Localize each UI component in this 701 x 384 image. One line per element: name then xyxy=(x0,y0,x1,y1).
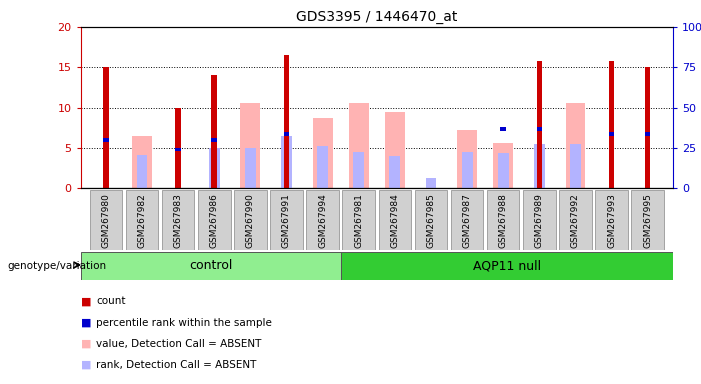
Bar xyxy=(451,190,483,250)
Bar xyxy=(103,67,109,188)
Text: ■: ■ xyxy=(81,339,91,349)
Bar xyxy=(415,190,447,250)
Bar xyxy=(103,138,109,142)
Bar xyxy=(245,148,256,188)
Text: rank, Detection Call = ABSENT: rank, Detection Call = ABSENT xyxy=(96,360,257,370)
Text: GSM267990: GSM267990 xyxy=(246,193,255,248)
Bar xyxy=(566,104,585,188)
Bar xyxy=(132,136,152,188)
Bar xyxy=(343,190,375,250)
Bar xyxy=(536,61,542,188)
Text: value, Detection Call = ABSENT: value, Detection Call = ABSENT xyxy=(96,339,261,349)
Bar xyxy=(353,152,365,188)
Bar xyxy=(341,252,673,280)
Bar xyxy=(536,127,542,131)
Text: ■: ■ xyxy=(81,318,91,328)
Bar xyxy=(595,190,628,250)
Text: ■: ■ xyxy=(81,296,91,306)
Bar xyxy=(570,144,581,188)
Bar xyxy=(240,104,260,188)
Text: percentile rank within the sample: percentile rank within the sample xyxy=(96,318,272,328)
Bar xyxy=(385,112,404,188)
Bar xyxy=(523,190,556,250)
Text: GSM267988: GSM267988 xyxy=(498,193,508,248)
Bar xyxy=(125,190,158,250)
Bar xyxy=(271,190,303,250)
Bar xyxy=(212,138,217,142)
Text: GSM267991: GSM267991 xyxy=(282,193,291,248)
Bar xyxy=(349,104,369,188)
Bar xyxy=(487,190,519,250)
Bar xyxy=(379,190,411,250)
Bar xyxy=(281,136,292,188)
Text: GSM267992: GSM267992 xyxy=(571,193,580,248)
Bar xyxy=(389,156,400,188)
Text: GSM267985: GSM267985 xyxy=(426,193,435,248)
Bar xyxy=(209,148,219,188)
Bar xyxy=(534,144,545,188)
Bar xyxy=(306,190,339,250)
Bar xyxy=(90,190,122,250)
Text: GSM267993: GSM267993 xyxy=(607,193,616,248)
Text: GSM267983: GSM267983 xyxy=(174,193,183,248)
Title: GDS3395 / 1446470_at: GDS3395 / 1446470_at xyxy=(296,10,458,25)
Bar xyxy=(498,153,509,188)
Bar xyxy=(284,132,290,136)
Bar xyxy=(234,190,266,250)
Bar xyxy=(313,118,332,188)
Bar xyxy=(462,152,472,188)
Text: GSM267987: GSM267987 xyxy=(463,193,472,248)
Text: GSM267994: GSM267994 xyxy=(318,193,327,248)
Text: GSM267995: GSM267995 xyxy=(644,193,652,248)
Bar xyxy=(162,190,194,250)
Text: genotype/variation: genotype/variation xyxy=(7,261,106,271)
Bar xyxy=(608,61,614,188)
Bar xyxy=(317,146,328,188)
Bar xyxy=(632,190,664,250)
Text: count: count xyxy=(96,296,125,306)
Bar xyxy=(645,67,651,188)
Text: GSM267982: GSM267982 xyxy=(137,193,147,248)
Text: GSM267984: GSM267984 xyxy=(390,193,400,248)
Text: control: control xyxy=(189,260,232,272)
Bar xyxy=(81,252,341,280)
Bar xyxy=(198,190,231,250)
Bar xyxy=(494,143,513,188)
Bar xyxy=(608,132,614,136)
Bar xyxy=(559,190,592,250)
Bar xyxy=(426,179,437,188)
Text: GSM267989: GSM267989 xyxy=(535,193,544,248)
Text: GSM267986: GSM267986 xyxy=(210,193,219,248)
Text: ■: ■ xyxy=(81,360,91,370)
Bar xyxy=(457,130,477,188)
Text: AQP11 null: AQP11 null xyxy=(472,260,541,272)
Bar xyxy=(137,155,147,188)
Text: GSM267980: GSM267980 xyxy=(102,193,110,248)
Bar xyxy=(175,108,181,188)
Bar xyxy=(645,132,651,136)
Text: GSM267981: GSM267981 xyxy=(354,193,363,248)
Bar xyxy=(175,147,181,151)
Bar xyxy=(284,55,290,188)
Bar xyxy=(501,127,506,131)
Bar xyxy=(212,75,217,188)
